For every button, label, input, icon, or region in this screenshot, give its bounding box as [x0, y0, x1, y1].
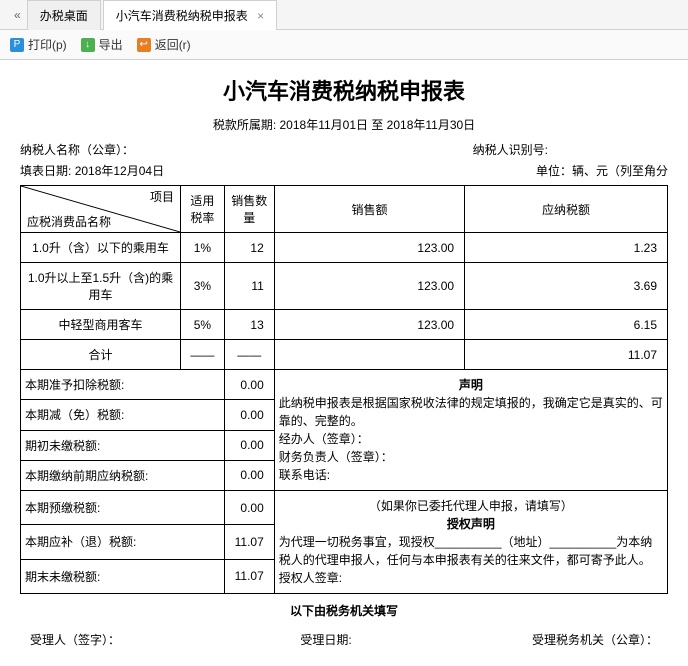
line-val: 0.00	[224, 370, 274, 400]
auth-body: 为代理一切税务事宜，现授权__________（地址）__________为本纳…	[279, 533, 663, 569]
hdr-top: 项目	[150, 188, 174, 205]
line-label: 期末未缴税额:	[21, 559, 225, 593]
row-tax: 3.69	[465, 263, 668, 310]
taxpayer-name-label: 纳税人名称（公章）：	[20, 141, 134, 158]
line-label: 期初未缴税额:	[21, 430, 225, 460]
table-row: 中轻型商用客车 5% 13 123.00 6.15	[21, 310, 668, 340]
export-button[interactable]: ↓ 导出	[81, 36, 123, 53]
decl-title: 声明	[279, 376, 663, 394]
decl-l2: 财务负责人（签章）：	[279, 448, 663, 466]
row-amount: 123.00	[274, 310, 464, 340]
row-rate: 5%	[181, 310, 225, 340]
auth-l1: 授权人签章:	[279, 569, 663, 587]
total-dash: ——	[181, 340, 225, 370]
auth-box: （如果你已委托代理人申报，请填写） 授权声明 为代理一切税务事宜，现授权____…	[274, 491, 667, 594]
tab-label: 小汽车消费税纳税申报表	[116, 9, 248, 23]
decl-l3: 联系电话:	[279, 466, 663, 484]
row-name: 1.0升（含）以下的乘用车	[21, 233, 181, 263]
export-label: 导出	[99, 36, 123, 53]
header-diag-cell: 项目 应税消费品名称	[21, 186, 181, 233]
total-dash: ——	[224, 340, 274, 370]
col-amount: 销售额	[274, 186, 464, 233]
row-amount: 123.00	[274, 233, 464, 263]
toolbar: P 打印(p) ↓ 导出 ↩ 返回(r)	[0, 30, 688, 60]
line-label: 本期应补（退）税额:	[21, 525, 225, 559]
tabs-collapse-icon[interactable]: «	[8, 8, 27, 22]
line-label: 本期准予扣除税额:	[21, 370, 225, 400]
line-label: 本期预缴税额:	[21, 491, 225, 525]
return-button[interactable]: ↩ 返回(r)	[137, 36, 191, 53]
line-val: 0.00	[224, 430, 274, 460]
row-tax: 6.15	[465, 310, 668, 340]
line-val: 11.07	[224, 559, 274, 593]
taxpayer-id-label: 纳税人识别号:	[473, 141, 668, 158]
fill-date-value: 2018年12月04日	[75, 164, 164, 178]
decl-l1: 经办人（签章）：	[279, 430, 663, 448]
auth-pre: （如果你已委托代理人申报，请填写）	[279, 497, 663, 515]
period-value: 2018年11月01日 至 2018年11月30日	[280, 118, 476, 132]
print-label: 打印(p)	[28, 36, 67, 53]
col-qty: 销售数量	[224, 186, 274, 233]
form-content: 小汽车消费税纳税申报表 税款所属期: 2018年11月01日 至 2018年11…	[0, 60, 688, 666]
tab-car-tax-form[interactable]: 小汽车消费税纳税申报表 ×	[103, 0, 277, 30]
close-icon[interactable]: ×	[257, 9, 264, 23]
total-label: 合计	[21, 340, 181, 370]
row-rate: 1%	[181, 233, 225, 263]
line-label: 本期减（免）税额:	[21, 400, 225, 430]
return-label: 返回(r)	[155, 36, 191, 53]
period-label: 税款所属期:	[213, 118, 276, 132]
period-line: 税款所属期: 2018年11月01日 至 2018年11月30日	[20, 116, 668, 133]
row-qty: 12	[224, 233, 274, 263]
print-button[interactable]: P 打印(p)	[10, 36, 67, 53]
hdr-bottom: 应税消费品名称	[27, 213, 111, 230]
col-tax: 应纳税额	[465, 186, 668, 233]
row-tax: 1.23	[465, 233, 668, 263]
line-val: 11.07	[224, 525, 274, 559]
line-val: 0.00	[224, 460, 274, 490]
footer-f1: 受理人（签字）：	[30, 631, 120, 648]
table-row: 1.0升（含）以下的乘用车 1% 12 123.00 1.23	[21, 233, 668, 263]
fill-date-label: 填表日期:	[20, 164, 71, 178]
total-row: 合计 —— —— 11.07	[21, 340, 668, 370]
print-icon: P	[10, 38, 24, 52]
row-rate: 3%	[181, 263, 225, 310]
footer-f3: 受理税务机关（公章）：	[532, 631, 658, 648]
line-val: 0.00	[224, 491, 274, 525]
row-name: 1.0升以上至1.5升（含)的乘用车	[21, 263, 181, 310]
row-name: 中轻型商用客车	[21, 310, 181, 340]
footer-row: 受理人（签字）： 受理日期: 受理税务机关（公章）：	[20, 627, 668, 658]
line-label: 本期缴纳前期应纳税额:	[21, 460, 225, 490]
unit-label: 单位：辆、元（列至角分	[536, 162, 668, 179]
tab-bar: « 办税桌面 小汽车消费税纳税申报表 ×	[0, 0, 688, 30]
declaration-box: 声明 此纳税申报表是根据国家税收法律的规定填报的，我确定它是真实的、可靠的、完整…	[274, 370, 667, 491]
table-row: 1.0升以上至1.5升（含)的乘用车 3% 11 123.00 3.69	[21, 263, 668, 310]
tax-table: 项目 应税消费品名称 适用税率 销售数量 销售额 应纳税额 1.0升（含）以下的…	[20, 185, 668, 594]
export-icon: ↓	[81, 38, 95, 52]
decl-body: 此纳税申报表是根据国家税收法律的规定填报的，我确定它是真实的、可靠的、完整的。	[279, 394, 663, 430]
row-amount: 123.00	[274, 263, 464, 310]
line-val: 0.00	[224, 400, 274, 430]
tab-desktop[interactable]: 办税桌面	[27, 0, 101, 30]
footer-title: 以下由税务机关填写	[20, 594, 668, 627]
row-qty: 11	[224, 263, 274, 310]
total-tax: 11.07	[465, 340, 668, 370]
row-qty: 13	[224, 310, 274, 340]
return-icon: ↩	[137, 38, 151, 52]
page-title: 小汽车消费税纳税申报表	[20, 74, 668, 106]
footer-f2: 受理日期:	[300, 631, 351, 648]
auth-title: 授权声明	[279, 515, 663, 533]
col-rate: 适用税率	[181, 186, 225, 233]
